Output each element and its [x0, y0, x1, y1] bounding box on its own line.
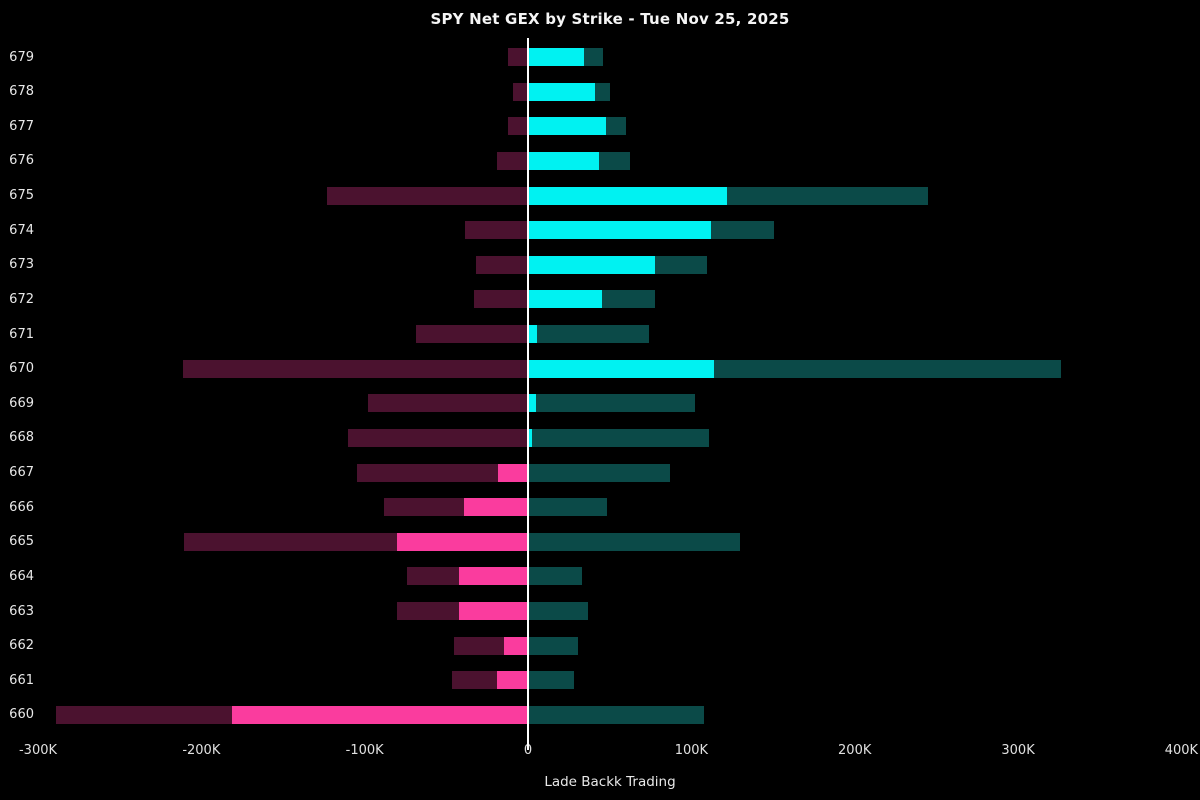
net-positive-bar-672 [528, 290, 602, 309]
strike-label-675: 675 [9, 188, 34, 204]
net-negative-bar-667 [497, 463, 528, 482]
call-gross-bar-660 [528, 705, 705, 724]
put-gross-bar-669 [367, 394, 528, 413]
net-positive-bar-675 [528, 186, 728, 205]
net-positive-bar-668 [528, 428, 533, 447]
strike-label-665: 665 [9, 534, 34, 550]
strike-label-672: 672 [9, 291, 34, 307]
call-gross-bar-662 [528, 636, 578, 655]
put-gross-bar-673 [475, 255, 529, 274]
call-gross-bar-664 [528, 567, 582, 586]
put-gross-bar-671 [416, 325, 528, 344]
strike-label-677: 677 [9, 118, 34, 134]
strike-label-673: 673 [9, 257, 34, 273]
x-tick-label--200K: -200K [182, 743, 221, 758]
zero-axis-line [527, 38, 530, 750]
call-gross-bar-669 [528, 394, 696, 413]
call-gross-bar-661 [528, 671, 574, 690]
call-gross-bar-668 [528, 428, 710, 447]
call-gross-bar-665 [528, 532, 741, 551]
chart-title: SPY Net GEX by Strike - Tue Nov 25, 2025 [430, 10, 790, 28]
x-tick-label-400K: 400K [1164, 743, 1199, 758]
net-positive-bar-674 [528, 221, 711, 240]
strike-label-666: 666 [9, 499, 34, 515]
net-negative-bar-661 [496, 671, 529, 690]
call-gross-bar-671 [528, 325, 649, 344]
strike-label-679: 679 [9, 49, 34, 65]
x-tick-label-100K: 100K [674, 743, 709, 758]
strike-label-668: 668 [9, 430, 34, 446]
put-gross-bar-668 [348, 428, 529, 447]
strike-label-667: 667 [9, 465, 34, 481]
x-tick-label-200K: 200K [838, 743, 872, 758]
strike-label-678: 678 [9, 84, 34, 100]
put-gross-bar-677 [508, 117, 529, 136]
strike-label-660: 660 [9, 707, 34, 723]
strike-label-662: 662 [9, 638, 34, 654]
net-negative-bar-665 [396, 532, 529, 551]
put-gross-bar-672 [474, 290, 529, 309]
put-gross-bar-667 [356, 463, 529, 482]
net-positive-bar-679 [528, 48, 584, 66]
net-negative-bar-663 [458, 602, 528, 621]
x-tick-label-300K: 300K [1001, 743, 1035, 758]
net-negative-bar-660 [231, 705, 528, 724]
strike-label-674: 674 [9, 222, 34, 238]
net-positive-bar-678 [528, 82, 595, 101]
net-negative-bar-666 [463, 498, 529, 517]
call-gross-bar-666 [528, 498, 608, 517]
net-positive-bar-677 [528, 117, 607, 136]
strike-label-671: 671 [9, 326, 34, 342]
x-tick-label--300K: -300K [18, 743, 58, 758]
put-gross-bar-676 [496, 151, 529, 170]
net-negative-bar-664 [459, 567, 529, 586]
put-gross-bar-674 [465, 221, 529, 240]
strike-label-669: 669 [9, 395, 34, 411]
x-tick-label-0: 0 [523, 743, 533, 758]
strike-label-661: 661 [9, 672, 34, 688]
strike-label-664: 664 [9, 568, 34, 584]
x-tick-label--100K: -100K [345, 743, 384, 758]
net-positive-bar-671 [528, 325, 537, 344]
strike-label-676: 676 [9, 153, 34, 169]
net-positive-bar-670 [528, 359, 715, 378]
call-gross-bar-663 [528, 602, 589, 621]
net-negative-bar-662 [503, 636, 529, 655]
put-gross-bar-675 [327, 186, 529, 205]
call-gross-bar-667 [528, 463, 671, 482]
put-gross-bar-678 [513, 82, 528, 101]
strike-label-670: 670 [9, 361, 34, 377]
put-gross-bar-679 [508, 48, 529, 66]
net-positive-bar-673 [528, 255, 655, 274]
put-gross-bar-670 [183, 359, 529, 378]
watermark-footer: Lade Backk Trading [544, 774, 676, 790]
net-positive-bar-676 [528, 151, 600, 170]
strike-label-663: 663 [9, 603, 34, 619]
net-positive-bar-669 [528, 394, 537, 413]
